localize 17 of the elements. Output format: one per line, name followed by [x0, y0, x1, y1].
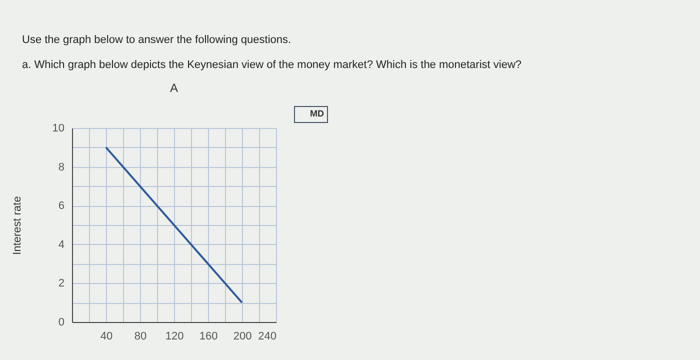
y-tick-label: 10 — [52, 122, 64, 134]
x-tick-label: 80 — [134, 330, 147, 342]
x-tick-label: 240 — [258, 330, 276, 342]
y-tick-label: 8 — [58, 161, 64, 174]
chart-subtitle: a. Which graph below depicts the Keynesian view of the money market? Which is the monetarist view? — [22, 59, 522, 71]
y-tick-label: 4 — [58, 238, 64, 251]
x-tick-label: 160 — [199, 330, 218, 342]
y-axis-title: Interest rate — [11, 196, 24, 255]
x-tick-label: 40 — [100, 330, 113, 342]
chart-title: Use the graph below to answer the following questions. — [22, 34, 292, 46]
x-tick-label: 120 — [165, 330, 184, 342]
y-tick-label: 6 — [58, 200, 64, 212]
y-tick-label: 2 — [58, 278, 64, 290]
text: A — [170, 81, 178, 95]
y-tick-label: 0 — [58, 316, 64, 328]
text: MD — [310, 108, 324, 118]
x-tick-label: 200 — [233, 330, 252, 342]
